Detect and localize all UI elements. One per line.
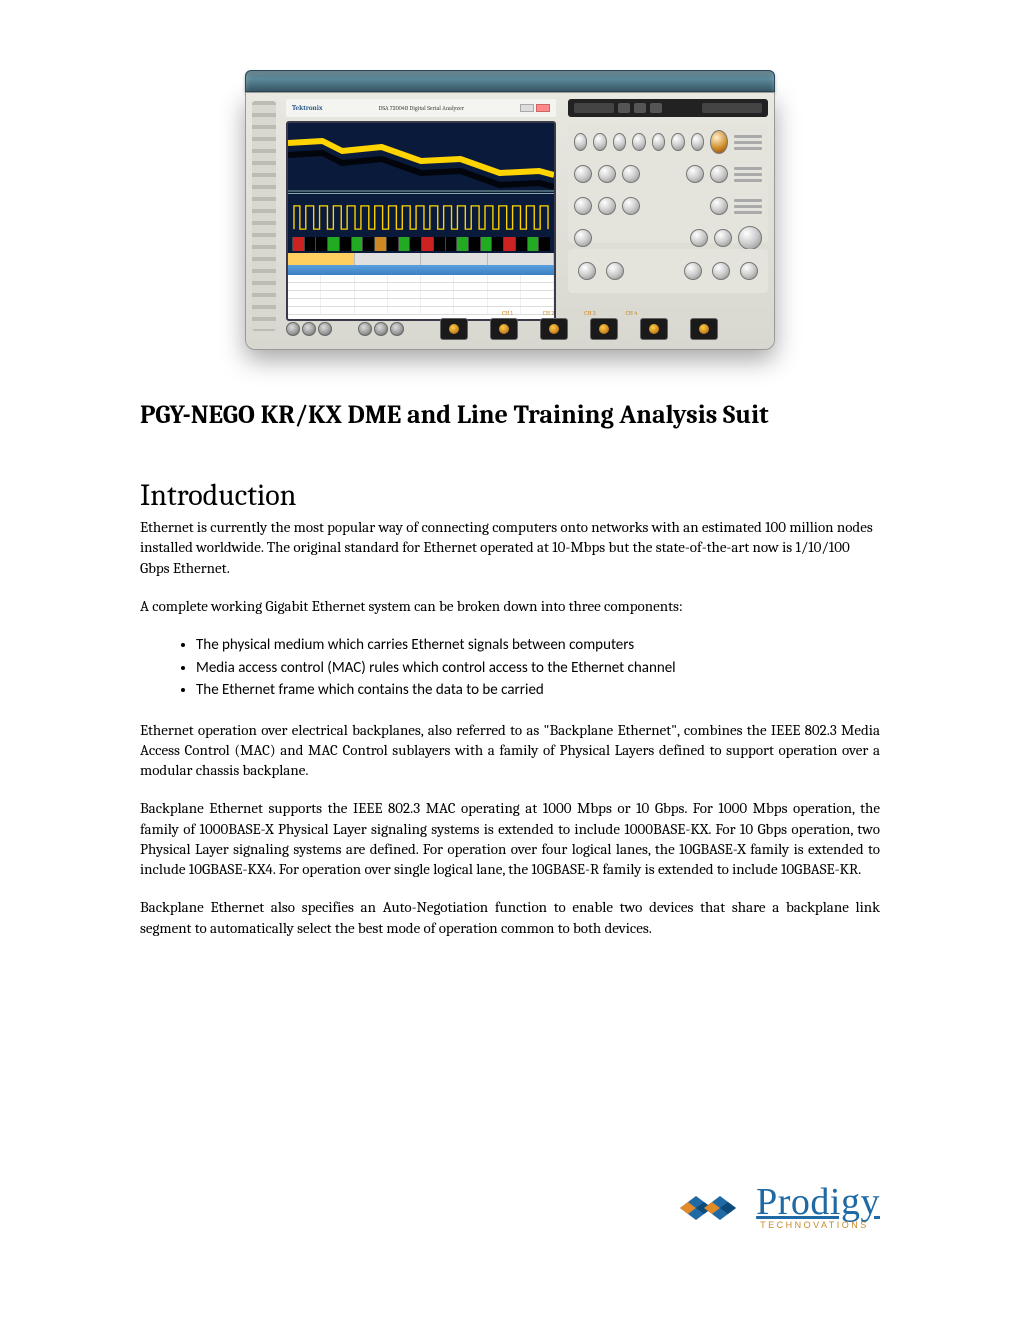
section-heading: Introduction bbox=[140, 478, 880, 513]
page-title: PGY-NEGO KR/KX DME and Line Training Ana… bbox=[140, 400, 880, 430]
prodigy-logo-icon bbox=[678, 1186, 746, 1230]
paragraph-4: Backplane Ethernet supports the IEEE 802… bbox=[140, 798, 880, 879]
list-item: The physical medium which carries Ethern… bbox=[196, 634, 880, 657]
list-item: The Ethernet frame which contains the da… bbox=[196, 679, 880, 702]
components-list: The physical medium which carries Ethern… bbox=[196, 634, 880, 702]
footer-logo: Prodigy TECHNOVATIONS bbox=[678, 1186, 880, 1230]
intro-paragraph-1: Ethernet is currently the most popular w… bbox=[140, 517, 880, 578]
oscilloscope-image: Tektronix DSA 72004B Digital Serial Anal… bbox=[245, 70, 775, 350]
scope-screen bbox=[286, 121, 556, 321]
logo-tagline: TECHNOVATIONS bbox=[760, 1220, 880, 1230]
paragraph-5: Backplane Ethernet also specifies an Aut… bbox=[140, 897, 880, 938]
scope-brand: Tektronix bbox=[292, 104, 323, 112]
logo-name: Prodigy bbox=[756, 1186, 880, 1218]
list-item: Media access control (MAC) rules which c… bbox=[196, 657, 880, 680]
scope-model: DSA 72004B Digital Serial Analyzer bbox=[379, 105, 464, 112]
paragraph-3: Ethernet operation over electrical backp… bbox=[140, 720, 880, 781]
intro-paragraph-2: A complete working Gigabit Ethernet syst… bbox=[140, 596, 880, 616]
